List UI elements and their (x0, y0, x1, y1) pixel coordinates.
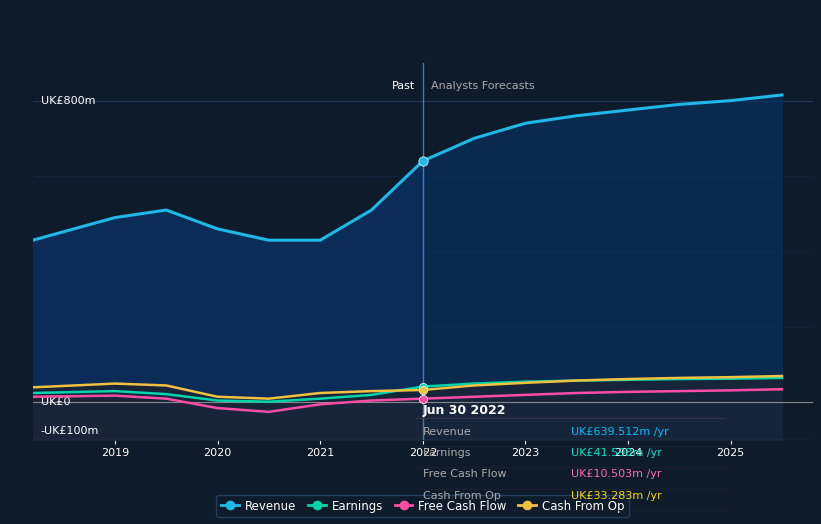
Text: Revenue: Revenue (423, 427, 471, 437)
Text: Analysts Forecasts: Analysts Forecasts (430, 81, 534, 91)
Text: Past: Past (392, 81, 415, 91)
Text: UK£33.283m /yr: UK£33.283m /yr (571, 490, 662, 501)
Text: -UK£100m: -UK£100m (41, 427, 99, 436)
Text: Jun 30 2022: Jun 30 2022 (423, 403, 507, 417)
Point (416, 386, 429, 394)
Text: Cash From Op: Cash From Op (423, 490, 501, 501)
Legend: Revenue, Earnings, Free Cash Flow, Cash From Op: Revenue, Earnings, Free Cash Flow, Cash … (217, 495, 629, 517)
Text: Earnings: Earnings (423, 448, 471, 458)
Text: Free Cash Flow: Free Cash Flow (423, 470, 507, 479)
Text: UK£41.598m /yr: UK£41.598m /yr (571, 448, 662, 458)
Point (416, 383, 429, 391)
Point (416, 157, 429, 165)
Text: UK£639.512m /yr: UK£639.512m /yr (571, 427, 668, 437)
Point (416, 395, 429, 403)
Text: UK£0: UK£0 (41, 397, 70, 408)
Text: UK£800m: UK£800m (41, 95, 95, 106)
Text: UK£10.503m /yr: UK£10.503m /yr (571, 470, 661, 479)
